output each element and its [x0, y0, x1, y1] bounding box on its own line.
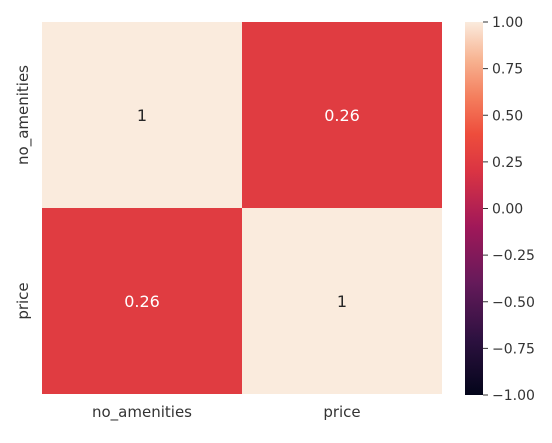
cell-annotation: 0.26	[124, 292, 160, 311]
heatmap-cell	[42, 208, 242, 394]
colorbar-tick-label: −0.50	[492, 295, 535, 311]
heatmap-cell	[42, 22, 242, 208]
colorbar-tick-label: 1.00	[492, 15, 523, 31]
colorbar: 1.00 0.75 0.50 0.25 0.00 −0.25 −0.50 −0.75 −1.00	[465, 15, 535, 404]
cell-annotation: 1	[337, 292, 347, 311]
colorbar-tick-label: 0.75	[492, 62, 523, 78]
colorbar-tick-label: 0.50	[492, 108, 523, 124]
y-tick-label: no_amenities	[14, 65, 33, 165]
x-tick-labels: no_amenities price	[92, 403, 361, 422]
heatmap-cell	[242, 22, 442, 208]
colorbar-tick-label: −0.25	[492, 248, 535, 264]
colorbar-gradient	[465, 22, 483, 395]
cell-annotation: 1	[137, 106, 147, 125]
heatmap-cell	[242, 208, 442, 394]
heatmap-cells: 1 0.26 0.26 1	[42, 22, 442, 394]
y-tick-label: price	[14, 282, 32, 319]
x-tick-label: no_amenities	[92, 403, 192, 422]
x-tick-label: price	[323, 403, 360, 421]
colorbar-tick-label: 0.25	[492, 155, 523, 171]
colorbar-tick-label: −1.00	[492, 388, 535, 404]
colorbar-tick-label: −0.75	[492, 341, 535, 357]
colorbar-tick-label: 0.00	[492, 202, 523, 218]
cell-annotation: 0.26	[324, 106, 360, 125]
